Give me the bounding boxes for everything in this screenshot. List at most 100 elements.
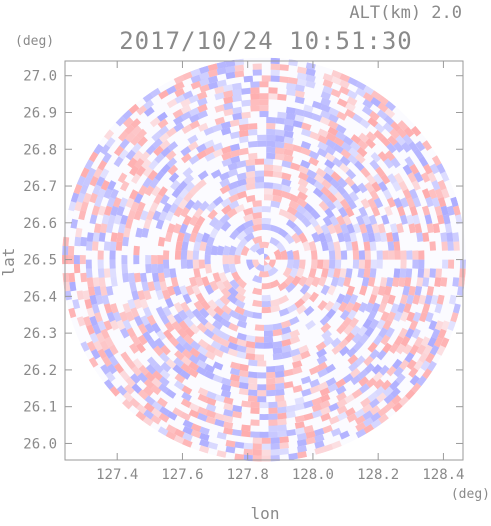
reflectivity-cell xyxy=(115,115,127,127)
reflectivity-cell xyxy=(119,311,129,322)
reflectivity-cell xyxy=(266,128,276,136)
reflectivity-cell xyxy=(167,164,179,176)
reflectivity-cell xyxy=(311,276,321,288)
reflectivity-cell xyxy=(245,194,256,203)
reflectivity-cell xyxy=(151,400,163,411)
reflectivity-cell xyxy=(294,96,305,105)
reflectivity-cell xyxy=(173,357,184,368)
reflectivity-cell xyxy=(283,148,294,157)
reflectivity-cell xyxy=(206,306,217,318)
reflectivity-cell xyxy=(382,319,393,331)
reflectivity-cell xyxy=(436,214,445,225)
reflectivity-cell xyxy=(196,359,208,370)
reflectivity-cell xyxy=(73,183,83,195)
reflectivity-cell xyxy=(373,173,383,185)
reflectivity-cell xyxy=(137,372,148,383)
reflectivity-cell xyxy=(155,289,165,301)
reflectivity-cell xyxy=(328,113,339,123)
reflectivity-cell xyxy=(146,210,155,221)
x-tick-label: 127.4 xyxy=(96,467,138,483)
reflectivity-cell xyxy=(199,200,210,212)
reflectivity-cell xyxy=(174,428,185,438)
reflectivity-cell xyxy=(425,312,434,323)
reflectivity-cell xyxy=(257,140,267,147)
reflectivity-cell xyxy=(352,223,362,234)
reflectivity-cell xyxy=(349,317,359,329)
reflectivity-cell xyxy=(159,281,168,292)
reflectivity-cell xyxy=(125,131,136,143)
reflectivity-cell xyxy=(155,306,166,317)
reflectivity-cell xyxy=(350,134,362,145)
reflectivity-cell xyxy=(408,367,419,378)
reflectivity-cell xyxy=(118,223,126,234)
reflectivity-cell xyxy=(75,227,83,238)
reflectivity-cell xyxy=(227,286,239,298)
reflectivity-cell xyxy=(266,371,276,379)
reflectivity-cell xyxy=(322,443,334,453)
reflectivity-cell xyxy=(268,401,278,408)
reflectivity-cell xyxy=(449,294,457,305)
reflectivity-cell xyxy=(354,408,366,419)
reflectivity-cell xyxy=(221,158,232,167)
reflectivity-cell xyxy=(243,442,253,450)
reflectivity-cell xyxy=(286,205,298,216)
reflectivity-cell xyxy=(132,150,143,162)
reflectivity-cell xyxy=(277,424,287,432)
reflectivity-cell xyxy=(188,361,200,372)
reflectivity-cell xyxy=(386,365,397,377)
reflectivity-cell xyxy=(157,236,166,247)
reflectivity-cell xyxy=(384,205,393,217)
reflectivity-cell xyxy=(69,281,77,292)
reflectivity-cell xyxy=(373,129,385,141)
reflectivity-cell xyxy=(296,304,307,315)
reflectivity-cell xyxy=(223,421,234,429)
reflectivity-cell xyxy=(373,232,382,243)
reflectivity-cell xyxy=(103,303,113,314)
reflectivity-cell xyxy=(344,332,355,343)
reflectivity-cell xyxy=(127,298,136,310)
reflectivity-cell xyxy=(327,192,338,203)
reflectivity-cell xyxy=(252,275,263,284)
reflectivity-cell xyxy=(214,104,225,113)
reflectivity-cell xyxy=(123,227,131,238)
reflectivity-cell xyxy=(132,358,143,369)
reflectivity-cell xyxy=(371,223,380,234)
reflectivity-cell xyxy=(254,324,264,331)
reflectivity-cell xyxy=(308,268,317,279)
reflectivity-cell xyxy=(212,312,224,324)
reflectivity-cell xyxy=(280,249,288,260)
reflectivity-cell xyxy=(429,241,436,251)
reflectivity-cell xyxy=(248,152,258,160)
reflectivity-cell xyxy=(327,284,337,296)
reflectivity-cell xyxy=(234,292,246,303)
reflectivity-cell xyxy=(329,215,339,227)
reflectivity-cell xyxy=(363,355,374,367)
reflectivity-cell xyxy=(247,377,258,385)
reflectivity-cell xyxy=(232,94,242,103)
reflectivity-cell xyxy=(367,197,377,209)
reflectivity-cell xyxy=(221,151,232,161)
reflectivity-cell xyxy=(220,318,231,328)
reflectivity-cell xyxy=(254,170,264,177)
reflectivity-cell xyxy=(422,368,433,380)
reflectivity-cell xyxy=(288,200,300,210)
reflectivity-cell xyxy=(333,136,345,147)
reflectivity-cell xyxy=(125,311,135,322)
reflectivity-cell xyxy=(178,309,189,321)
reflectivity-cell xyxy=(175,342,186,354)
reflectivity-cell xyxy=(402,188,412,200)
reflectivity-cell xyxy=(406,294,415,305)
reflectivity-cell xyxy=(434,303,443,314)
reflectivity-cell xyxy=(361,105,373,116)
reflectivity-cell xyxy=(199,241,207,252)
reflectivity-cell xyxy=(82,290,91,301)
reflectivity-cell xyxy=(377,102,389,113)
reflectivity-cell xyxy=(272,194,283,203)
reflectivity-cell xyxy=(359,383,370,394)
reflectivity-cell xyxy=(354,160,365,172)
reflectivity-cell xyxy=(227,181,239,190)
reflectivity-cell xyxy=(333,268,341,279)
reflectivity-cell xyxy=(335,131,346,141)
reflectivity-cell xyxy=(349,191,359,202)
reflectivity-cell xyxy=(376,259,383,269)
